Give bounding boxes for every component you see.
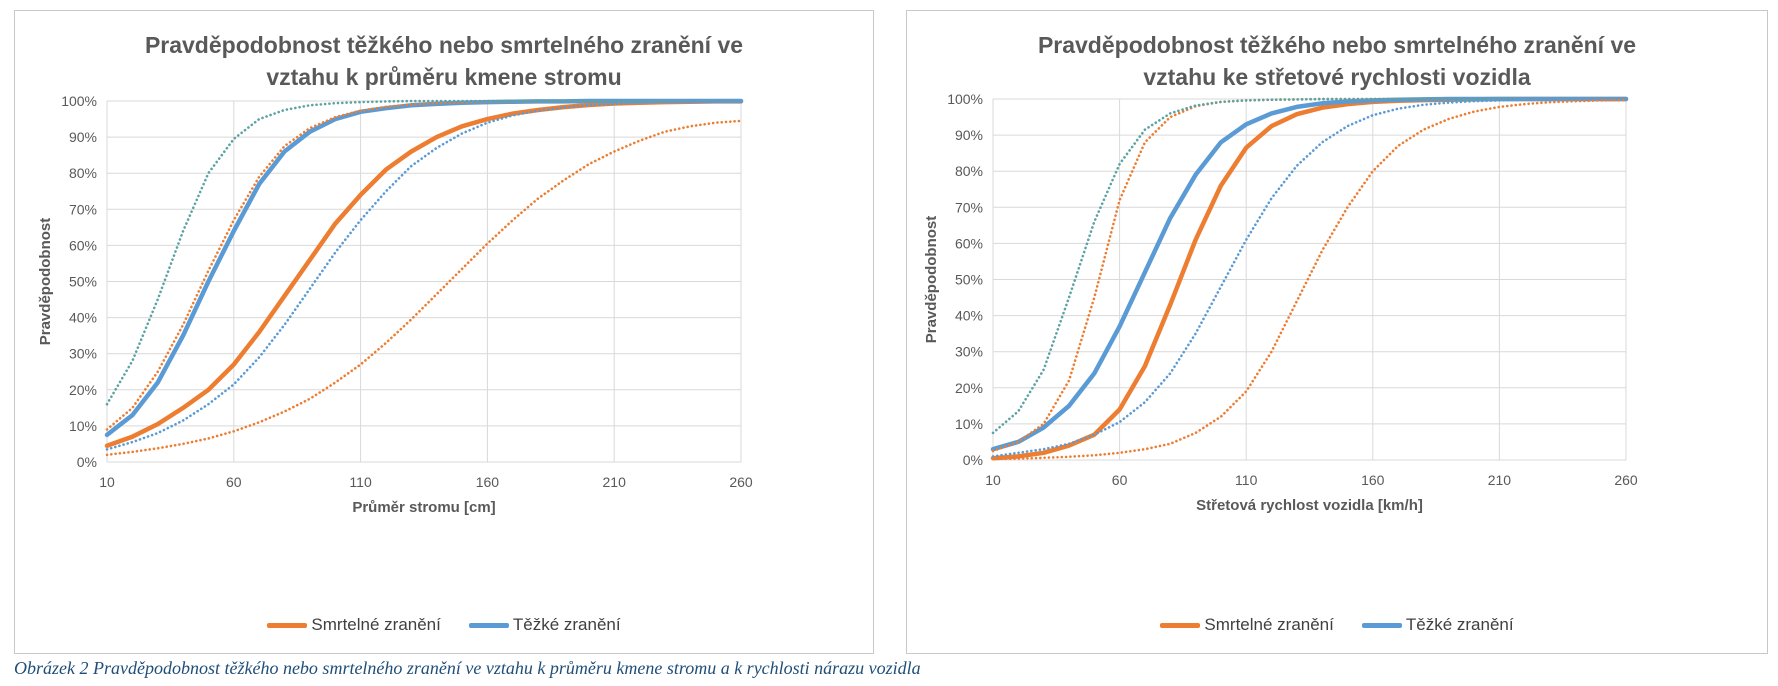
legend-item-smrtelne: Smrtelné zranění: [1160, 615, 1334, 635]
legend-item-smrtelne: Smrtelné zranění: [267, 615, 441, 635]
series-line-4-dotted: [991, 97, 1628, 458]
series-line-3-dotted: [105, 99, 743, 406]
y-axis-label: Pravděpodobnost: [923, 216, 940, 344]
y-tick-label: 70%: [69, 201, 97, 217]
figure-caption: Obrázek 2 Pravděpodobnost těžkého nebo s…: [14, 658, 921, 678]
chart-plot-diameter: 0% 10% 20% 30% 40% 50% 60% 70% 80% 90% 100% 10 60 110…: [37, 93, 753, 516]
y-tick-label: 20%: [955, 380, 983, 396]
x-axis-label: Průměr stromu [cm]: [352, 499, 495, 516]
series-line-5-dotted: [991, 98, 1628, 461]
y-tick-label: 70%: [955, 199, 983, 215]
y-tick-label: 20%: [69, 382, 97, 398]
legend-label-smrtelne: Smrtelné zranění: [311, 615, 441, 634]
x-tick-label: 160: [1361, 472, 1385, 488]
chart-legend: Smrtelné zranění Těžké zranění: [907, 615, 1767, 635]
y-tick-label: 50%: [955, 272, 983, 288]
y-tick-label: 10%: [955, 416, 983, 432]
x-tick-label: 210: [603, 474, 627, 490]
series-line-0-solid: [104, 99, 744, 449]
y-tick-label: 60%: [69, 237, 97, 253]
chart-title-line-2: vztahu k průměru kmene stromu: [266, 64, 622, 90]
x-tick-label: 60: [1112, 472, 1128, 488]
x-tick-label: 210: [1488, 472, 1512, 488]
legend-swatch-smrtelne: [267, 622, 308, 628]
series-line-1-solid: [104, 98, 744, 438]
chart-title: Pravděpodobnost těžkého nebo smrtelného …: [15, 29, 873, 93]
y-tick-label: 90%: [69, 129, 97, 145]
y-tick-label: 30%: [69, 346, 97, 362]
y-tick-label: 100%: [61, 93, 97, 109]
chart-title: Pravděpodobnost těžkého nebo smrtelného …: [907, 29, 1767, 93]
x-axis-label: Střetová rychlost vozidla [km/h]: [1196, 497, 1423, 514]
chart-panel-speed: Pravděpodobnost těžkého nebo smrtelného …: [906, 10, 1768, 654]
x-tick-label: 110: [349, 474, 372, 490]
x-tick-label: 110: [1235, 472, 1258, 488]
y-tick-label: 40%: [69, 310, 97, 326]
x-tick-label: 260: [729, 474, 753, 490]
legend-label-tezke: Těžké zranění: [512, 615, 621, 634]
x-tick-label: 260: [1614, 472, 1638, 488]
y-tick-label: 10%: [69, 418, 97, 434]
chart-legend: Smrtelné zranění Těžké zranění: [15, 615, 873, 635]
y-axis-label: Pravděpodobnost: [37, 218, 54, 346]
y-tick-label: 50%: [69, 274, 97, 290]
legend-item-tezke: Těžké zranění: [1361, 615, 1514, 635]
legend-item-tezke: Těžké zranění: [468, 615, 621, 635]
y-tick-label: 90%: [955, 127, 983, 143]
y-tick-label: 0%: [77, 454, 97, 470]
series-line-2-dotted: [105, 99, 743, 431]
chart-title-line-2: vztahu ke střetové rychlosti vozidla: [1143, 64, 1531, 90]
y-tick-label: 40%: [955, 308, 983, 324]
legend-swatch-tezke: [1361, 622, 1402, 628]
legend-label-tezke: Těžké zranění: [1405, 615, 1514, 634]
chart-panel-diameter: Pravděpodobnost těžkého nebo smrtelného …: [14, 10, 874, 654]
series-line-5-dotted: [105, 119, 743, 457]
y-tick-label: 80%: [955, 163, 983, 179]
y-tick-label: 30%: [955, 344, 983, 360]
y-tick-label: 80%: [69, 165, 97, 181]
x-tick-label: 10: [985, 472, 1001, 488]
chart-title-line-1: Pravděpodobnost těžkého nebo smrtelného …: [144, 32, 744, 58]
y-tick-label: 60%: [955, 235, 983, 251]
y-tick-label: 0%: [963, 452, 983, 468]
legend-label-smrtelne: Smrtelné zranění: [1204, 615, 1334, 634]
chart-title-line-1: Pravděpodobnost těžkého nebo smrtelného …: [1037, 32, 1637, 58]
chart-plot-speed: 0% 10% 20% 30% 40% 50% 60% 70% 80% 90% 100% 10 60 110…: [923, 91, 1638, 514]
series-line-4-dotted: [105, 100, 743, 451]
x-tick-label: 160: [476, 474, 500, 490]
x-tick-label: 60: [226, 474, 242, 490]
legend-swatch-tezke: [468, 622, 509, 628]
legend-swatch-smrtelne: [1160, 622, 1201, 628]
y-tick-label: 100%: [947, 91, 983, 107]
x-tick-label: 10: [99, 474, 115, 490]
